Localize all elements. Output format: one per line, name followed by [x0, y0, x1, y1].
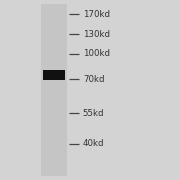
- Text: 170kd: 170kd: [83, 10, 110, 19]
- Text: 130kd: 130kd: [83, 30, 110, 39]
- Text: 70kd: 70kd: [83, 75, 104, 84]
- Bar: [43, 70, 65, 80]
- Text: 100kd: 100kd: [83, 50, 110, 59]
- Text: 55kd: 55kd: [83, 109, 104, 118]
- Bar: [41, 4, 67, 176]
- Text: 40kd: 40kd: [83, 140, 104, 148]
